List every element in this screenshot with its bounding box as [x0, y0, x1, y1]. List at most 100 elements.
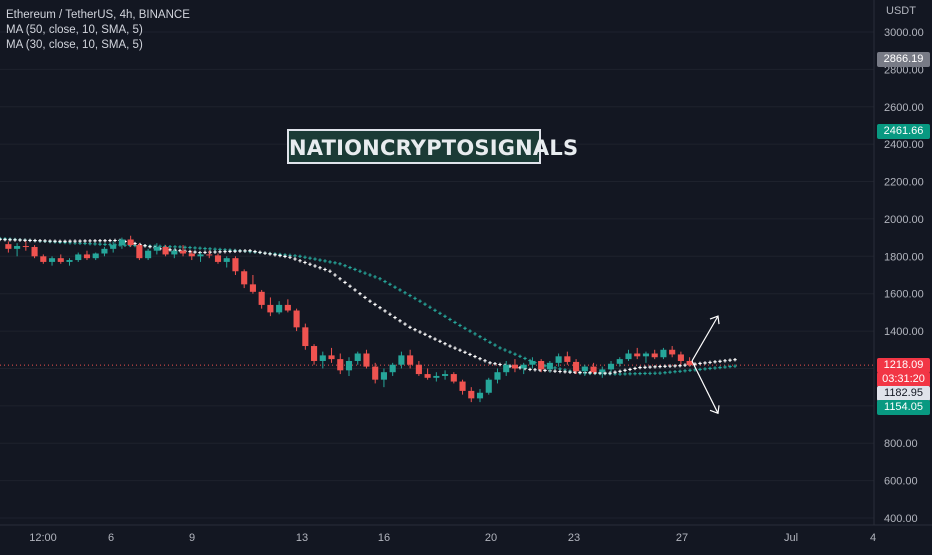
ma-series-0-point — [328, 260, 332, 264]
ma-series-0-point — [353, 267, 357, 272]
ma-series-0-point — [193, 246, 197, 250]
ma-series-1-point — [353, 288, 357, 292]
ma-series-0-point — [338, 262, 342, 266]
ma-series-1-point — [713, 360, 717, 364]
ma-series-0-point — [513, 352, 517, 356]
ma-series-0-point — [188, 245, 192, 250]
ma-series-1-point — [343, 280, 347, 285]
ma-series-0-point — [428, 305, 432, 309]
ma-series-0-point — [408, 293, 412, 298]
candle-body — [485, 379, 492, 393]
ma-series-0-point — [633, 372, 637, 376]
ma-series-0-point — [213, 247, 217, 251]
ma-series-1-point — [373, 302, 377, 307]
ma-series-0-point — [298, 254, 302, 259]
ma-series-0-point — [468, 329, 472, 333]
time-tick-label: 27 — [676, 532, 688, 544]
ma-series-1-point — [283, 254, 287, 259]
candle-body — [101, 248, 108, 254]
candle-body — [345, 360, 353, 371]
ma-series-1-point — [233, 249, 237, 253]
ma-series-0-point — [418, 299, 422, 303]
ma-series-0-point — [373, 275, 377, 279]
candle-body — [642, 353, 650, 357]
ma-series-1-point — [633, 366, 637, 371]
ma-series-1-point — [68, 239, 72, 243]
candle-body — [459, 381, 466, 391]
candle-body — [162, 246, 169, 255]
ma-series-1-point — [238, 249, 242, 253]
ma-series-1-point — [13, 238, 17, 242]
ma-series-0-point — [483, 337, 487, 342]
candle-body — [214, 255, 222, 262]
ma-series-1-point — [313, 264, 317, 268]
ma-series-0-point — [488, 340, 492, 344]
candle-body — [616, 359, 623, 364]
candle-body — [319, 355, 326, 361]
legend-symbol[interactable]: Ethereum / TetherUS, 4h, BINANCE — [6, 9, 190, 21]
ma-series-1-point — [493, 361, 497, 366]
ma-series-1-point — [323, 267, 327, 272]
ma-series-1-point — [188, 249, 192, 254]
ma-series-0-point — [458, 323, 462, 328]
ma-series-1-point — [703, 361, 707, 365]
projection-arrowhead-down — [709, 405, 720, 415]
ma-series-1-point — [228, 249, 232, 254]
ma-series-0-point — [448, 317, 452, 322]
legend-ma-30[interactable]: MA (30, close, 10, SMA, 5) — [6, 39, 143, 51]
ma-series-0-point — [173, 245, 177, 249]
candle-body — [380, 372, 387, 380]
ma-series-1-point — [93, 239, 97, 243]
ma-series-0-point — [648, 371, 652, 376]
ma-series-0-point — [728, 364, 732, 369]
ma-series-1-point — [103, 238, 107, 243]
ma-series-1-point — [558, 369, 562, 374]
ma-series-1-point — [388, 312, 392, 316]
ma-series-1-point — [438, 339, 442, 344]
ma-series-1-point — [628, 367, 632, 372]
ma-series-1-point — [678, 363, 682, 368]
candle-body — [607, 363, 615, 370]
ma-series-1-point — [668, 364, 672, 368]
ma-series-0-point — [208, 247, 212, 251]
ma-series-1-point — [108, 238, 112, 243]
ma-series-1-point — [653, 365, 657, 369]
candle-body — [581, 366, 588, 372]
ma-series-1-point — [528, 367, 532, 372]
ma-series-1-point — [213, 250, 217, 254]
ma-series-1-point — [223, 249, 227, 254]
price-axis-currency: USDT — [886, 5, 916, 17]
ma-series-0-point — [183, 245, 187, 249]
ma-series-0-point — [368, 273, 372, 277]
candle-body — [424, 374, 431, 378]
ma-series-0-point — [508, 350, 512, 354]
legend-ma-50[interactable]: MA (50, close, 10, SMA, 5) — [6, 24, 143, 36]
ma-series-1-point — [673, 364, 677, 368]
ma-series-0-point — [333, 261, 337, 265]
ma-series-1-point — [53, 239, 57, 243]
ma-series-1-point — [293, 257, 297, 261]
ma-series-0-point — [313, 257, 317, 261]
ma-series-1-point — [498, 362, 502, 367]
candle-body — [468, 390, 475, 399]
ma-series-1-point — [3, 237, 7, 242]
ma-series-1-point — [718, 359, 722, 363]
price-tick-label: 2000.00 — [884, 214, 924, 226]
ma-series-0-point — [433, 308, 437, 312]
ma-series-1-point — [618, 369, 622, 373]
ma-series-1-point — [733, 357, 737, 362]
ma-series-0-point — [108, 242, 112, 247]
candle-body — [625, 353, 632, 360]
ma-series-1-point — [328, 269, 332, 273]
ma-series-0-point — [123, 243, 127, 247]
ma-series-1-point — [8, 238, 12, 242]
ma-series-0-point — [443, 314, 447, 319]
candle-body — [223, 258, 230, 262]
ma-series-1-point — [723, 359, 727, 363]
ma-series-1-point — [453, 346, 457, 350]
ma-series-1-point — [113, 238, 117, 243]
ma-series-1-point — [398, 319, 402, 323]
ma-series-1-point — [543, 368, 547, 373]
